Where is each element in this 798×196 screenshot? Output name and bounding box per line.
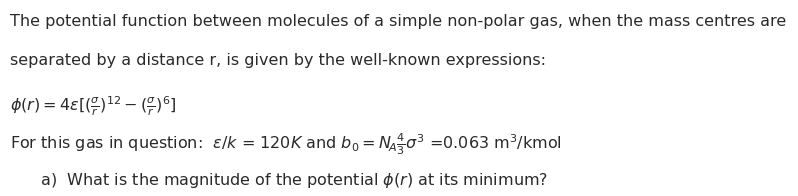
Text: separated by a distance r, is given by the well-known expressions:: separated by a distance r, is given by t… <box>10 53 546 68</box>
Text: $\phi(r) = 4\varepsilon[(\frac{\sigma}{r})^{12} - (\frac{\sigma}{r})^{6}]$: $\phi(r) = 4\varepsilon[(\frac{\sigma}{r… <box>10 94 176 118</box>
Text: For this gas in question:  $\varepsilon/k$ = 120$K$ and $b_0 = N_{\!A}\frac{4}{3: For this gas in question: $\varepsilon/k… <box>10 131 561 157</box>
Text: a)  What is the magnitude of the potential $\phi(r)$ at its minimum?: a) What is the magnitude of the potentia… <box>10 171 547 190</box>
Text: The potential function between molecules of a simple non-polar gas, when the mas: The potential function between molecules… <box>10 14 786 29</box>
